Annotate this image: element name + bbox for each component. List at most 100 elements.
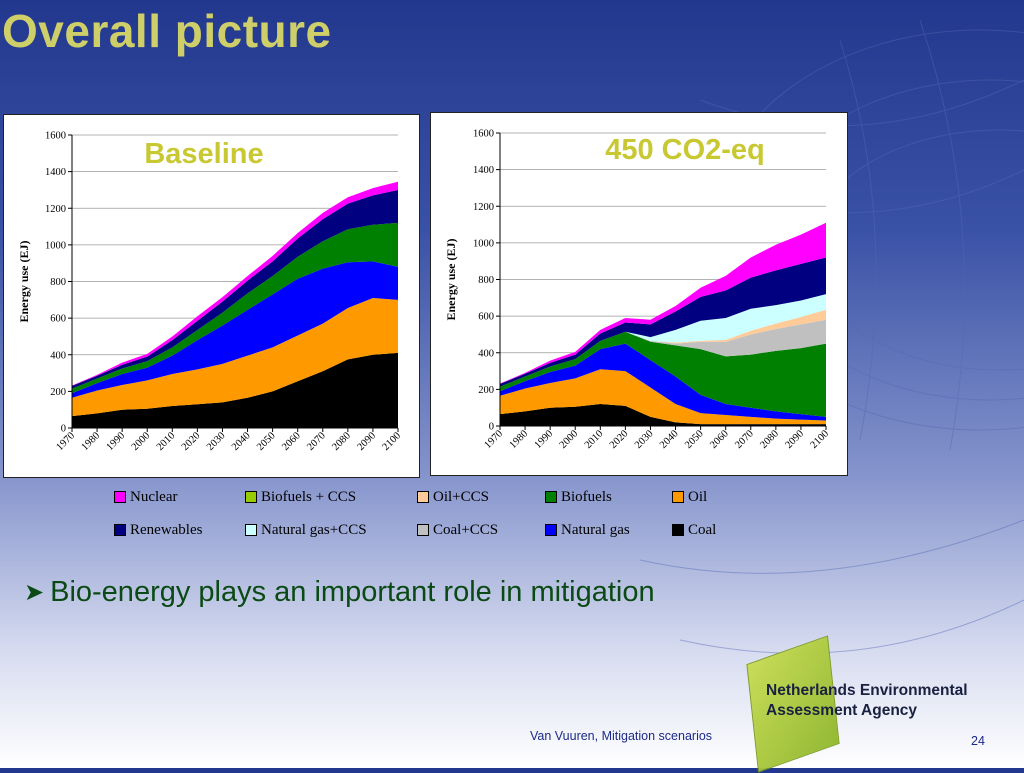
y-tick-label: 1600 [45,131,66,142]
x-tick-label: 2010 [583,428,606,451]
x-tick-label: 2060 [708,428,731,451]
x-tick-label: 2070 [305,430,328,453]
y-tick-label: 1000 [45,240,66,251]
legend-swatch [417,491,429,503]
area-coal-ccs [500,319,826,387]
legend-label: Biofuels + CCS [261,488,357,505]
x-tick-label: 1990 [105,430,128,453]
y-tick-label: 0 [489,422,494,433]
x-tick-label: 2000 [130,430,153,453]
legend-swatch [672,491,684,503]
y-tick-label: 800 [478,275,494,286]
legend-swatch [245,524,257,536]
y-axis-label: Energy use (EJ) [17,241,31,323]
x-tick-label: 1990 [533,428,556,451]
x-tick-label: 1980 [508,428,531,451]
arrow-bullet-icon: ➤ [24,579,45,606]
y-axis-label: Energy use (EJ) [444,239,458,321]
x-tick-label: 2050 [683,428,706,451]
y-tick-label: 800 [50,277,66,288]
legend-label: Natural gas+CCS [261,521,367,538]
x-tick-label: 1970 [482,428,505,451]
co2eq-450-chart: 0 200 400 600 800 1000 1200 1400 1600 1970 1980 199… [444,129,831,451]
y-tick-label: 0 [61,424,66,435]
y-tick-label: 600 [50,314,66,325]
agency-logo: Netherlands Environmental Assessment Age… [766,681,1016,721]
area-natural-gas [72,261,398,398]
baseline-chart-panel: 0 200 400 600 800 1000 1200 1400 1600 1970 1980 199… [3,114,420,478]
chart-title: 450 CO2-eq [605,134,765,166]
x-tick-label: 2090 [783,428,806,451]
x-tick-label: 2080 [758,428,781,451]
x-tick-label: 1970 [54,430,77,453]
y-tick-label: 1000 [473,238,494,249]
legend-label: Coal+CCS [433,521,499,538]
x-tick-label: 2050 [255,430,278,453]
legend-swatch [417,524,429,536]
y-tick-label: 1600 [473,129,494,140]
y-tick-label: 1200 [473,202,494,213]
legend-item-oil: Oil [672,488,707,506]
legend-label: Coal [688,521,717,538]
area-coal [72,352,398,428]
y-tick-label: 400 [478,348,494,359]
y-tick-label: 600 [478,312,494,323]
legend-label: Biofuels [561,488,612,505]
legend-swatch [672,524,684,536]
y-tick-label: 400 [50,350,66,361]
legend-item-biofuels-ccs: Biofuels + CCS [245,488,356,506]
legend-swatch [245,491,257,503]
bullet-text: Bio-energy plays an important role in mi… [50,576,655,608]
slide-title: Overall picture [2,5,332,57]
legend-item-biofuels: Biofuels [545,488,612,506]
x-tick-label: 2030 [633,428,656,451]
area-nuclear [500,222,826,384]
x-tick-label: 2100 [808,428,831,451]
legend-item-oil-ccs: Oil+CCS [417,488,489,506]
legend-label: Oil [688,488,708,505]
legend-label: Oil+CCS [433,488,489,505]
x-tick-label: 2060 [280,430,303,453]
x-tick-label: 2020 [180,430,203,453]
x-tick-label: 2100 [380,430,403,453]
bullet-point: ➤ Bio-energy plays an important role in … [24,576,655,609]
agency-logo-line-2: Assessment Agency [766,702,918,719]
legend-swatch [545,491,557,503]
legend-swatch [114,524,126,536]
legend-item-nuclear: Nuclear [114,488,177,506]
x-tick-label: 2080 [330,430,353,453]
legend-item-renewables: Renewables [114,521,202,539]
page-number: 24 [971,734,985,748]
y-tick-label: 200 [50,387,66,398]
y-tick-label: 1200 [45,204,66,215]
co2eq-450-chart-panel: 0 200 400 600 800 1000 1200 1400 1600 1970 1980 199… [430,112,848,476]
y-tick-label: 200 [478,385,494,396]
x-tick-label: 2020 [608,428,631,451]
x-tick-label: 2030 [205,430,228,453]
x-tick-label: 2000 [558,428,581,451]
y-tick-label: 1400 [45,167,66,178]
footer-text: Van Vuuren, Mitigation scenarios [530,729,713,743]
area-oil [500,369,826,425]
legend-swatch [545,524,557,536]
x-tick-label: 2070 [733,428,756,451]
legend-label: Renewables [130,521,203,538]
legend-item-coal: Coal [672,521,716,539]
area-biofuels [500,331,826,417]
area-natural-gas-ccs [500,294,826,387]
x-tick-label: 1980 [80,430,103,453]
x-tick-label: 2040 [658,428,681,451]
legend-swatch [114,491,126,503]
area-natural-gas [500,343,826,421]
area-biofuels [72,222,398,394]
area-oil [72,297,398,417]
area-renewables [72,189,398,389]
chart-title: Baseline [144,138,263,170]
y-tick-label: 1400 [473,165,494,176]
legend-item-coal-ccs: Coal+CCS [417,521,498,539]
area-renewables [500,257,826,387]
x-tick-label: 2090 [355,430,378,453]
baseline-chart: 0 200 400 600 800 1000 1200 1400 1600 1970 1980 199… [17,131,403,453]
x-tick-label: 2040 [230,430,253,453]
agency-logo-line-1: Netherlands Environmental [766,682,968,699]
